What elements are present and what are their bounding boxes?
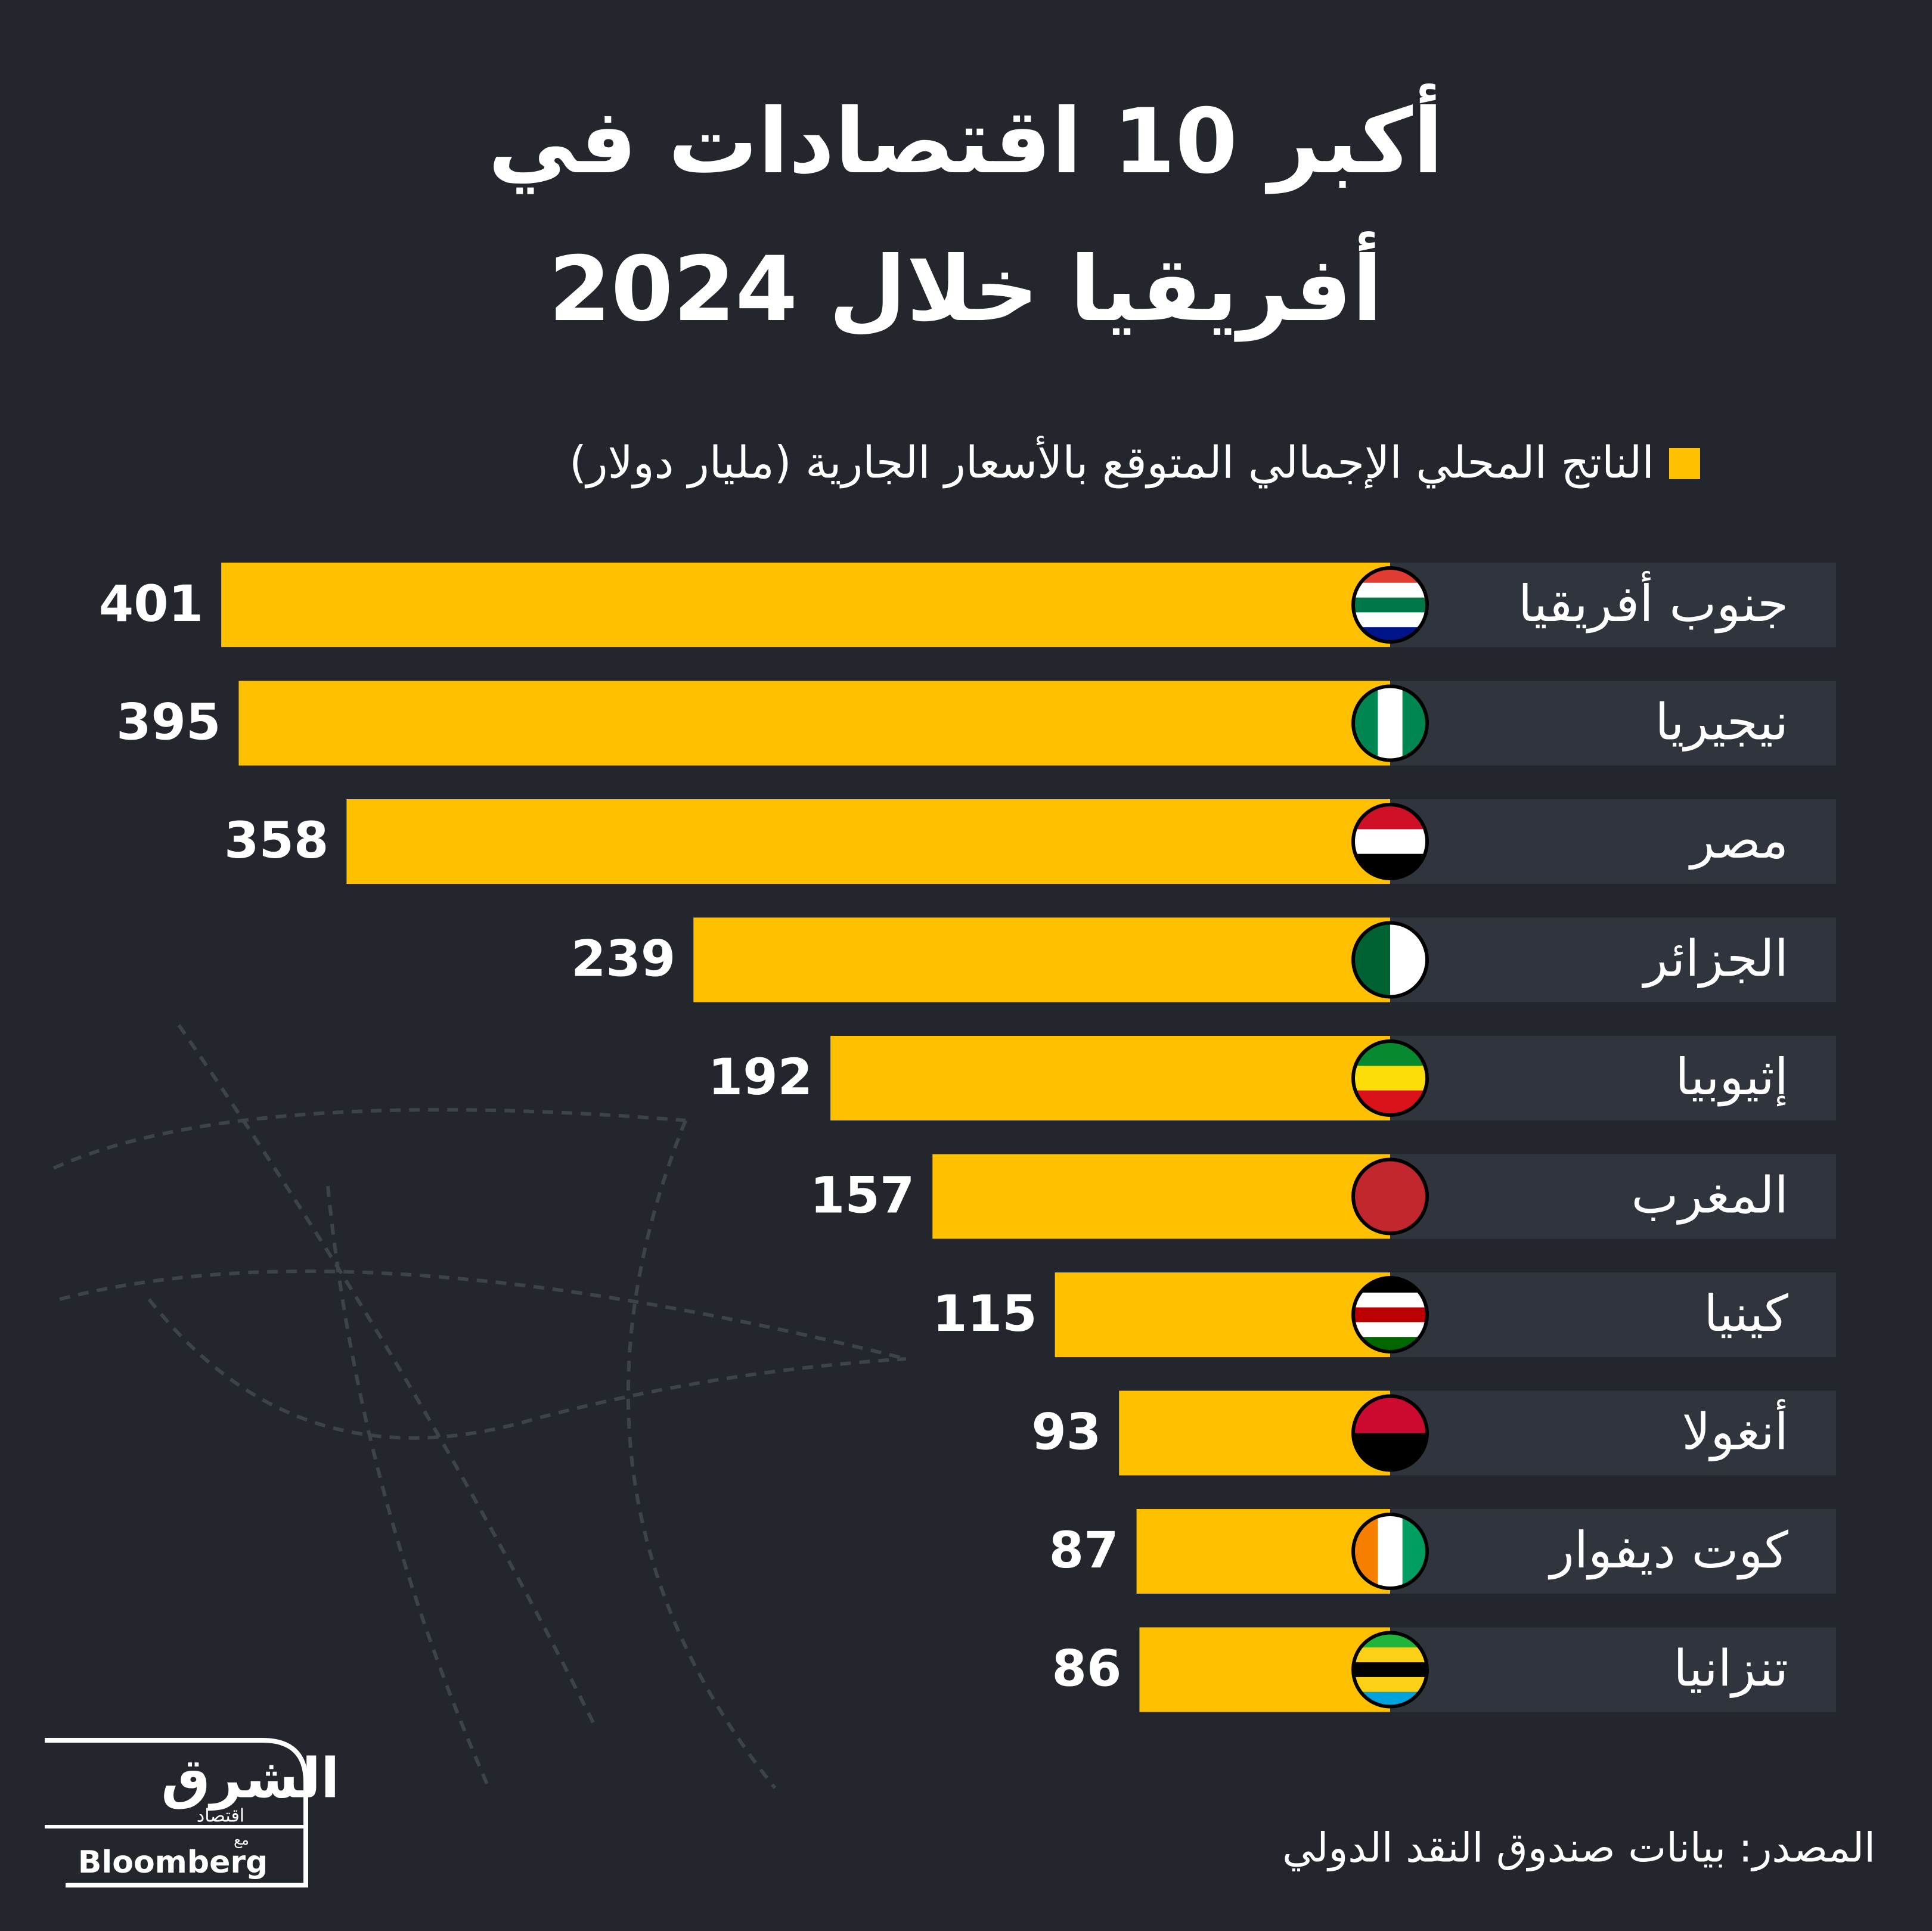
- value-label: 93: [1031, 1402, 1101, 1461]
- category-label: الجزائر: [1641, 929, 1788, 988]
- value-label: 115: [932, 1284, 1037, 1343]
- route: [59, 1269, 907, 1361]
- flag-stripe: [1353, 1647, 1427, 1663]
- logo-frame: [45, 1738, 308, 1887]
- label-box: [1390, 917, 1836, 1002]
- flag-outline: [1351, 1039, 1429, 1117]
- flag-stripe: [1378, 1514, 1403, 1588]
- label-box: [1390, 1036, 1836, 1120]
- flag-outline: [1351, 921, 1429, 999]
- category-label: جنوب أفريقيا: [1518, 571, 1788, 634]
- category-label: تنزانيا: [1673, 1639, 1788, 1698]
- route: [147, 1298, 907, 1440]
- bar: [221, 563, 1390, 647]
- category-label: كينيا: [1704, 1284, 1788, 1343]
- label-box: [1390, 563, 1836, 647]
- flag-stripe: [1353, 1677, 1427, 1693]
- value-label: 358: [224, 811, 328, 870]
- bar: [1139, 1627, 1390, 1712]
- flag-stripe: [1353, 1307, 1427, 1323]
- map-decoration: [52, 1024, 907, 1789]
- route: [626, 1119, 777, 1789]
- flag-outline: [1351, 566, 1429, 644]
- bar: [346, 799, 1390, 884]
- route: [326, 1185, 491, 1789]
- chart-title: أفريقيا خلال 2024: [549, 231, 1383, 342]
- flag-stripe: [1353, 1066, 1427, 1091]
- category-label: إثيوبيا: [1675, 1048, 1788, 1107]
- bar: [830, 1036, 1390, 1120]
- label-box: [1390, 1272, 1836, 1357]
- source: المصدر: بيانات صندوق النقد الدولي: [1282, 1825, 1875, 1872]
- flag-stripe: [1353, 829, 1427, 855]
- chart-title: أكبر 10 اقتصادات في: [488, 83, 1444, 194]
- value-label: 395: [116, 693, 221, 751]
- flag-outline: [1351, 1157, 1429, 1235]
- label-box: [1390, 799, 1836, 884]
- logo: الشرق اقتصاد مع Bloomberg: [45, 1738, 340, 1887]
- flag-stripe: [1353, 1159, 1427, 1234]
- label-box: [1390, 1509, 1836, 1594]
- category-label: أنغولا: [1682, 1399, 1788, 1461]
- category-label: مصر: [1688, 811, 1788, 870]
- flag-stripe: [1353, 1322, 1427, 1338]
- flag-stripe: [1378, 686, 1403, 760]
- flag-stripe: [1353, 1662, 1427, 1678]
- bar: [693, 917, 1390, 1002]
- flag-outline: [1351, 1631, 1429, 1709]
- flag-stripe: [1353, 1292, 1427, 1308]
- flag-stripe: [1353, 612, 1427, 628]
- category-label: نيجيريا: [1655, 693, 1788, 752]
- label-box: [1390, 1390, 1836, 1476]
- bar: [238, 681, 1391, 766]
- bar: [1136, 1509, 1390, 1594]
- logo-with: مع: [234, 1831, 249, 1848]
- logo-section: اقتصاد: [197, 1806, 244, 1827]
- category-label: المغرب: [1632, 1166, 1788, 1225]
- label-box: [1390, 1154, 1836, 1239]
- legend-label: الناتج المحلي الإجمالي المتوقع بالأسعار …: [569, 436, 1654, 489]
- route: [177, 1024, 598, 1730]
- value-label: 157: [810, 1166, 914, 1224]
- label-box: [1390, 1627, 1836, 1712]
- flag-outline: [1351, 1513, 1429, 1590]
- value-label: 401: [99, 575, 203, 633]
- flag: [1353, 805, 1427, 878]
- flag-outline: [1351, 1394, 1429, 1472]
- value-label: 87: [1049, 1521, 1119, 1579]
- bar: [932, 1154, 1390, 1239]
- flag-outline: [1351, 803, 1429, 880]
- logo-brand: الشرق: [161, 1746, 339, 1811]
- flag-outline: [1351, 1276, 1429, 1353]
- flag: [1353, 1159, 1427, 1234]
- value-label: 192: [708, 1048, 813, 1106]
- bar: [1119, 1390, 1390, 1476]
- bar: [1055, 1272, 1390, 1357]
- value-label: 86: [1052, 1639, 1122, 1697]
- category-label: كوت ديفوار: [1548, 1521, 1788, 1580]
- logo-partner: Bloomberg: [78, 1845, 268, 1880]
- label-box: [1390, 681, 1836, 766]
- route: [52, 1108, 686, 1170]
- value-label: 239: [571, 929, 675, 988]
- legend-swatch: [1669, 448, 1700, 479]
- flag-stripe: [1353, 582, 1427, 598]
- flag-outline: [1351, 684, 1429, 762]
- flag-stripe: [1353, 597, 1427, 613]
